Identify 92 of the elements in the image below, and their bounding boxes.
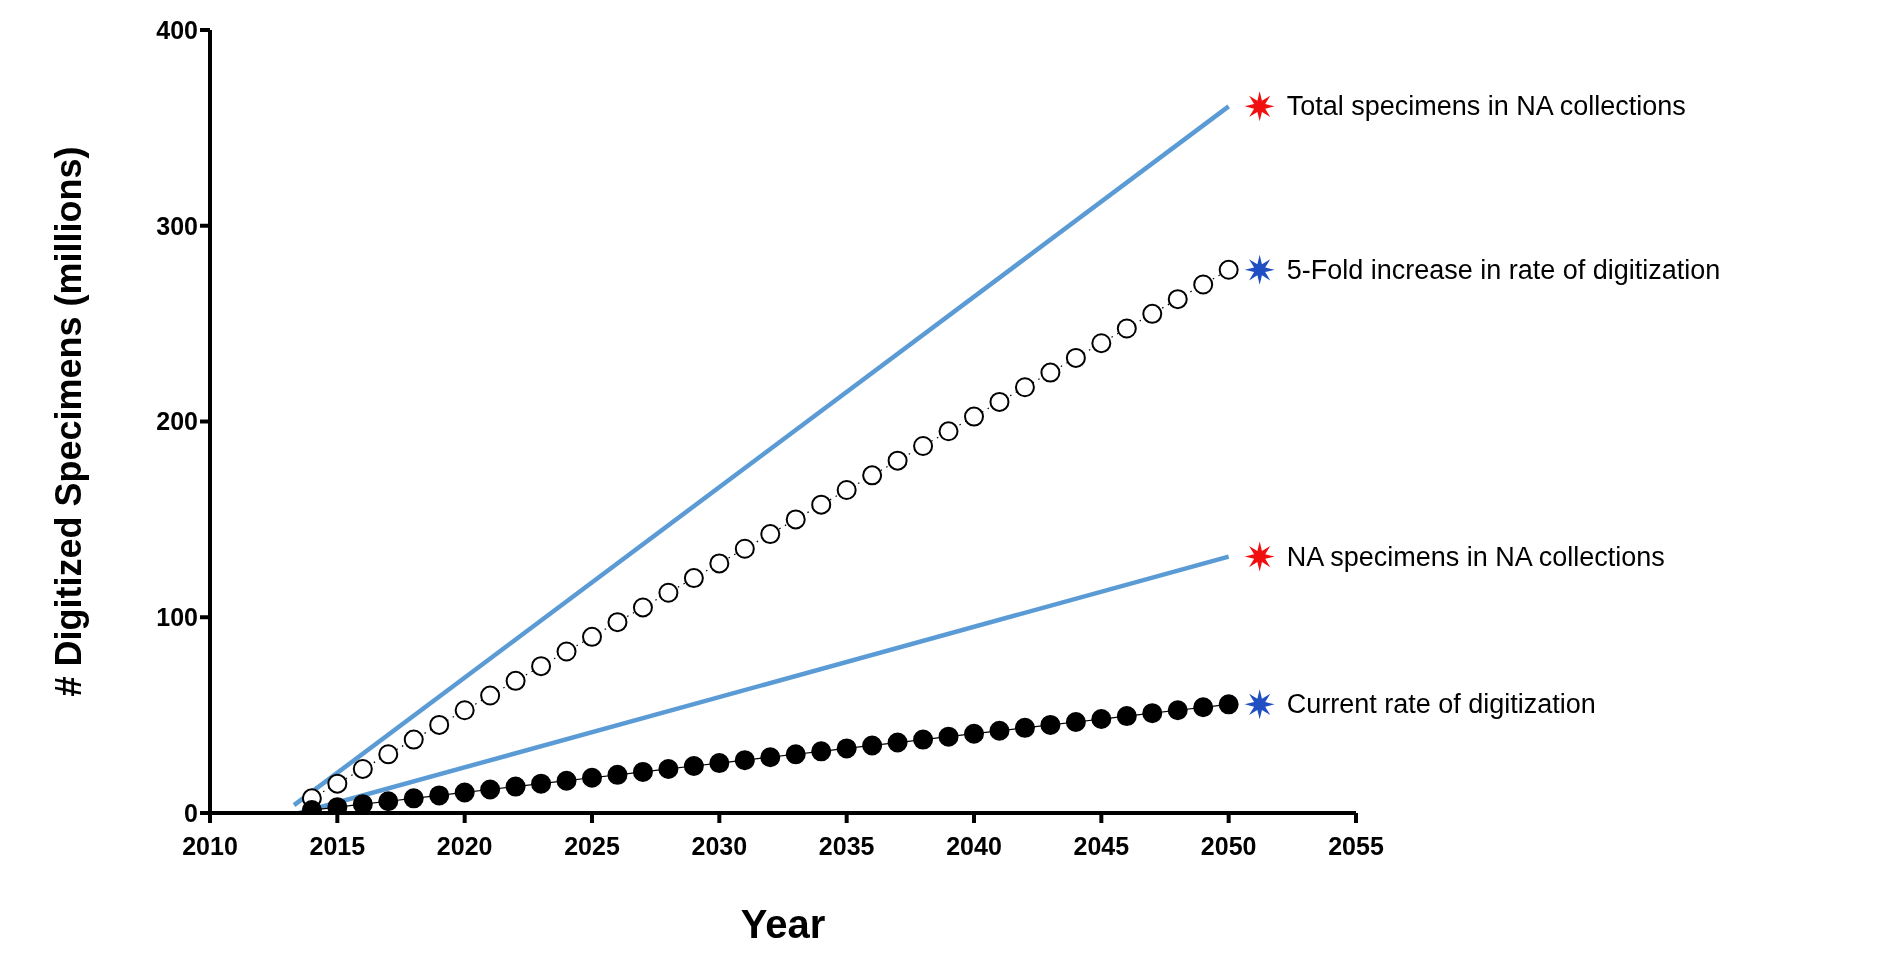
- point: [836, 480, 857, 501]
- point: [1142, 303, 1163, 324]
- x-tick-label: 2050: [1200, 831, 1257, 860]
- point: [607, 764, 628, 785]
- y-axis-title: # Digitized Specimens (millions): [47, 146, 89, 697]
- point: [1040, 714, 1061, 735]
- point: [989, 720, 1010, 741]
- point: [403, 788, 424, 809]
- point: [556, 770, 577, 791]
- point: [964, 723, 984, 744]
- point: [938, 726, 959, 747]
- point: [480, 779, 501, 800]
- point: [862, 735, 883, 756]
- point: [1116, 706, 1137, 727]
- point: [683, 756, 704, 777]
- point: [709, 553, 730, 574]
- text: Total specimens in NA collections: [1286, 91, 1686, 122]
- point: [1142, 703, 1163, 724]
- point: [429, 785, 450, 806]
- point: [1014, 377, 1035, 398]
- point: [1193, 274, 1214, 295]
- point: [811, 741, 832, 762]
- point: [1218, 259, 1239, 280]
- y-tick-label: 400: [156, 15, 198, 44]
- point: [429, 714, 450, 735]
- y-tick-label: 100: [156, 603, 198, 632]
- series-label: 5-Fold increase in rate of digitization: [1286, 254, 1721, 285]
- point: [913, 435, 934, 456]
- point: [632, 597, 653, 618]
- point: [582, 626, 602, 647]
- point: [327, 773, 348, 794]
- point: [862, 465, 883, 486]
- x-tick-label: 2045: [1073, 831, 1130, 860]
- point: [1167, 289, 1188, 310]
- x-tick-label: 2055: [1328, 831, 1384, 860]
- point: [1040, 362, 1061, 383]
- point: [582, 767, 602, 788]
- point: [760, 747, 781, 768]
- point: [454, 782, 475, 803]
- point: [913, 729, 934, 750]
- point: [887, 450, 908, 471]
- point: [480, 685, 501, 706]
- point: [1116, 318, 1137, 339]
- point: [964, 406, 984, 427]
- text: NA specimens in NA collections: [1286, 541, 1665, 572]
- point: [1091, 709, 1112, 730]
- point: [1091, 333, 1112, 354]
- point: [1065, 347, 1086, 368]
- point: [1218, 694, 1239, 715]
- point: [1167, 700, 1188, 721]
- y-tick-label: 200: [156, 407, 198, 436]
- point: [785, 744, 806, 765]
- point: [938, 421, 959, 442]
- point: [836, 738, 857, 759]
- point: [352, 758, 373, 779]
- y-tick-label: 300: [156, 211, 198, 240]
- point: [683, 568, 704, 589]
- point: [454, 700, 475, 721]
- point: [658, 582, 679, 603]
- point: [505, 670, 526, 691]
- point: [1193, 697, 1214, 718]
- point: [632, 761, 653, 782]
- point: [709, 753, 730, 774]
- point: [760, 524, 781, 545]
- point: [556, 641, 577, 662]
- x-tick-label: 2035: [818, 831, 875, 860]
- point: [658, 758, 679, 779]
- series-label: Current rate of digitization: [1286, 689, 1596, 720]
- point: [1014, 717, 1035, 738]
- point: [734, 750, 755, 771]
- x-tick-label: 2025: [564, 831, 620, 860]
- point: [734, 538, 755, 559]
- y-tick-label: 0: [184, 798, 198, 827]
- x-tick-label: 2015: [309, 831, 366, 860]
- x-axis-title: Year: [740, 902, 826, 946]
- x-tick-label: 2030: [691, 831, 748, 860]
- point: [811, 494, 832, 515]
- x-tick-label: 2040: [946, 831, 1002, 860]
- point: [785, 509, 806, 530]
- point: [607, 612, 628, 633]
- point: [1065, 711, 1086, 732]
- point: [887, 732, 908, 753]
- point: [989, 391, 1010, 412]
- point: [531, 656, 552, 677]
- point: [352, 794, 373, 813]
- point: [403, 729, 424, 750]
- point: [378, 744, 399, 765]
- x-tick-label: 2010: [182, 831, 238, 860]
- point: [505, 776, 526, 797]
- point: [378, 791, 399, 812]
- point: [531, 773, 552, 794]
- x-tick-label: 2020: [436, 831, 493, 860]
